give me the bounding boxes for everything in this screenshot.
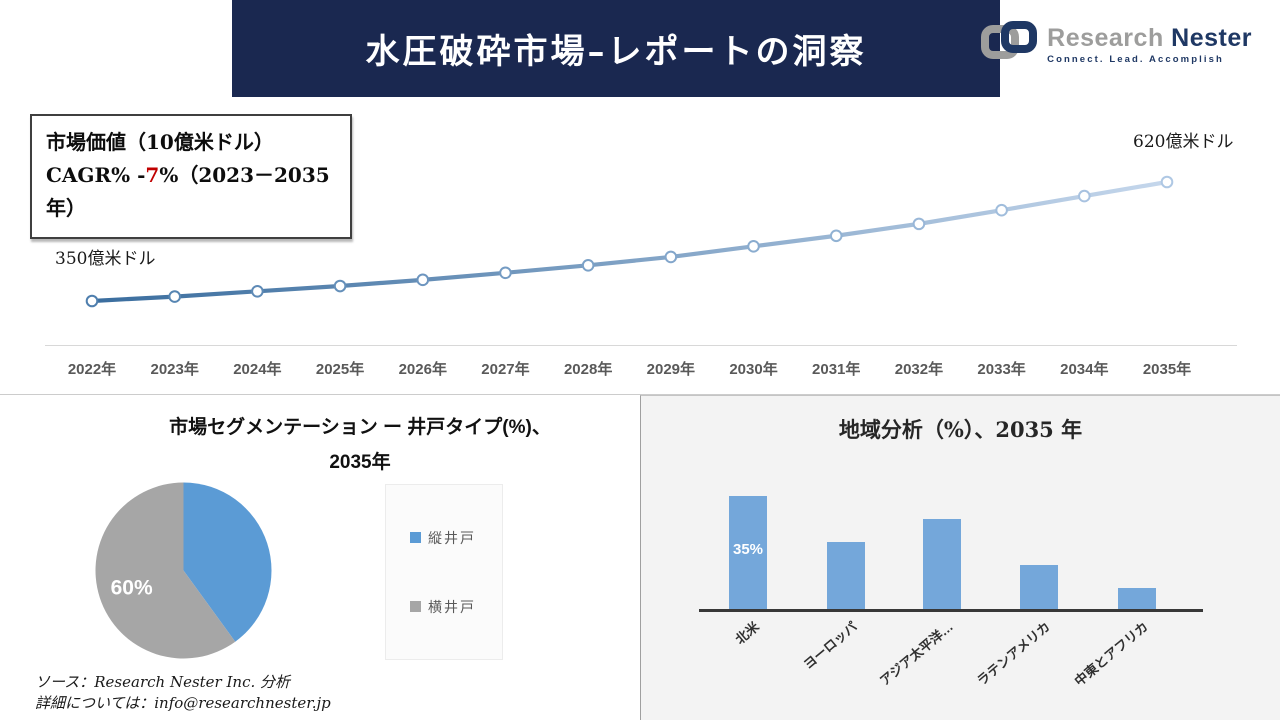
line-data-point: [995, 203, 1008, 217]
bar: [923, 519, 961, 611]
brand-logo: Research Nester Connect. Lead. Accomplis…: [981, 20, 1252, 69]
line-data-point: [747, 240, 760, 253]
legend-label: 縦井戸: [428, 529, 476, 546]
x-axis-label: 2027年: [481, 361, 530, 378]
bar-category-label: ヨーロッパ: [800, 619, 859, 672]
line-data-point: [499, 266, 512, 280]
x-axis-label: 2026年: [398, 361, 447, 378]
title-banner: 水圧破砕市場–レポートの洞察: [232, 0, 1000, 97]
x-axis-label: 2033年: [977, 361, 1026, 378]
source-note: ソース：Research Nester Inc. 分析 詳細については：info…: [35, 672, 331, 714]
x-axis-label: 2034年: [1060, 361, 1109, 378]
legend-swatch-icon: [410, 601, 421, 612]
x-axis-label: 2022年: [67, 361, 117, 378]
bar-category-label: 中東とアフリカ: [1072, 619, 1151, 689]
line-data-point: [581, 259, 595, 272]
x-axis-label: 2035年: [1142, 361, 1192, 378]
last-point-label: 620億米ドル: [1133, 132, 1234, 152]
legend-swatch-icon: [410, 532, 421, 543]
x-axis-label: 2030年: [729, 361, 778, 378]
brand-name: Research Nester: [1047, 23, 1252, 52]
x-axis-label: 2028年: [563, 361, 613, 378]
legend-item: 横井戸: [410, 597, 502, 617]
page-title: 水圧破砕市場–レポートの洞察: [365, 32, 867, 72]
market-value-line: 市場価値（10億米ドル）: [46, 130, 274, 154]
x-axis-label: 2025年: [315, 361, 365, 378]
pie-data-label: 60%: [111, 576, 153, 599]
legend-item: 縦井戸: [410, 528, 502, 548]
chain-links-logo-icon: [981, 20, 1038, 69]
brand-tagline: Connect. Lead. Accomplish: [1047, 53, 1224, 65]
well-type-pie-chart: 60%: [95, 482, 272, 659]
line-data-point: [85, 294, 99, 308]
bar-category-label: アジア太平洋…: [877, 619, 956, 689]
line-data-point: [664, 250, 678, 264]
line-data-point: [829, 229, 843, 243]
x-axis-label: 2032年: [894, 361, 944, 378]
bar-data-label: 35%: [733, 541, 763, 558]
bar: [827, 542, 865, 611]
pie-slice: [95, 482, 236, 659]
bar: [1020, 565, 1058, 611]
line-data-point: [1160, 175, 1174, 189]
x-axis-label: 2029年: [646, 361, 696, 378]
regional-analysis-panel: 35% 北米 ヨーロッパ アジア太平洋… ラテンアメリカ 中東とアフリカ 地域分析（%）、…: [640, 395, 1280, 720]
pie-slice: [183, 482, 272, 642]
x-axis-label: 2031年: [812, 361, 861, 378]
bar-axis-line: [699, 609, 1203, 612]
line-data-point: [1078, 189, 1091, 203]
cagr-line: CAGR% -7%（2023－2035年）: [46, 163, 330, 220]
bar-category-label: 北米: [732, 618, 762, 647]
first-point-label: 350億米ドル: [55, 249, 156, 269]
cagr-value: 7: [145, 163, 160, 187]
line-data-point: [333, 279, 347, 293]
legend-label: 横井戸: [428, 598, 476, 615]
market-value-box: 市場価値（10億米ドル） CAGR% -7%（2023－2035年）: [30, 114, 352, 239]
pie-legend: 縦井戸 横井戸: [385, 484, 503, 660]
bar: [1118, 588, 1156, 611]
pie-chart-title: 市場セグメンテーション ー 井戸タイプ(%)、 2035年: [169, 417, 551, 473]
section-divider: [0, 394, 1280, 395]
x-axis-label: 2024年: [233, 361, 282, 378]
contact-line: 詳細については：info@researchnester.jp: [35, 694, 331, 712]
line-data-point: [912, 217, 926, 231]
line-data-point: [168, 290, 181, 303]
bar-chart-title: 地域分析（%）、2035 年: [838, 417, 1083, 442]
line-data-point: [416, 273, 430, 287]
line-data-point: [251, 285, 264, 298]
regional-bar-chart: 35% 北米 ヨーロッパ アジア太平洋… ラテンアメリカ 中東とアフリカ: [699, 496, 1203, 689]
bar: [729, 496, 767, 611]
source-line: ソース：Research Nester Inc. 分析: [35, 673, 291, 691]
x-axis-line: [45, 345, 1237, 346]
x-axis-label: 2023年: [150, 361, 199, 378]
bar-category-label: ラテンアメリカ: [974, 619, 1053, 689]
